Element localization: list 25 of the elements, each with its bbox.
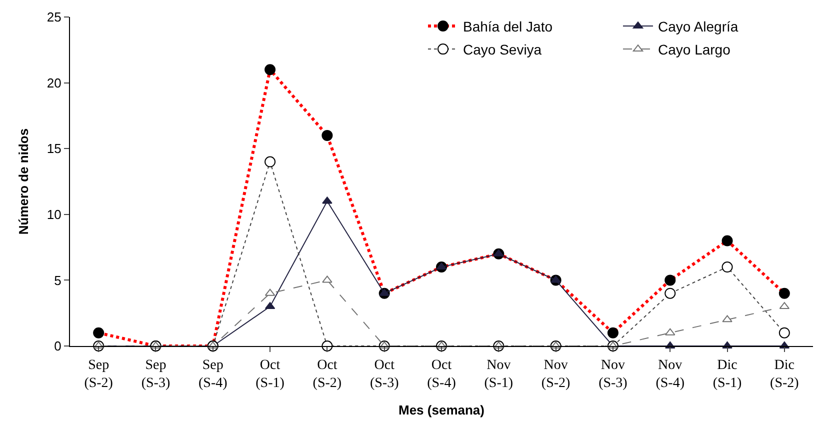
- x-tick-label: Sep (S-2): [84, 358, 114, 391]
- y-axis-title: Número de nidos: [16, 128, 31, 235]
- x-tick-label: Sep (S-3): [141, 358, 170, 391]
- x-tick-label: Dic (S-1): [712, 358, 742, 391]
- x-tick-label: Oct (S-1): [256, 358, 285, 391]
- y-tick-label: 20: [46, 75, 62, 90]
- x-tick-label: Nov (S-4): [656, 358, 685, 391]
- y-tick-label: 0: [54, 338, 62, 354]
- x-tick-label: Nov (S-1): [484, 358, 514, 391]
- legend-label: Cayo Seviya: [463, 42, 542, 58]
- x-tick-label: Oct (S-4): [427, 358, 456, 391]
- y-tick-label: 25: [46, 10, 62, 25]
- x-tick-label: Oct (S-2): [312, 358, 342, 391]
- legend-label: Cayo Alegría: [658, 18, 738, 34]
- y-tick-label: 15: [46, 141, 62, 156]
- x-tick-label: Nov (S-2): [541, 358, 571, 391]
- y-tick-label: 5: [54, 272, 62, 288]
- x-tick-label: Dic (S-2): [770, 358, 800, 391]
- x-axis-title: Mes (semana): [398, 402, 484, 418]
- legend-label: Bahía del Jato: [463, 18, 553, 34]
- x-tick-label: Oct (S-3): [370, 358, 400, 391]
- x-tick-label: Nov (S-3): [598, 358, 628, 391]
- y-tick-label: 10: [46, 206, 62, 222]
- legend-label: Cayo Largo: [658, 42, 731, 58]
- x-tick-label: Sep (S-4): [198, 358, 228, 391]
